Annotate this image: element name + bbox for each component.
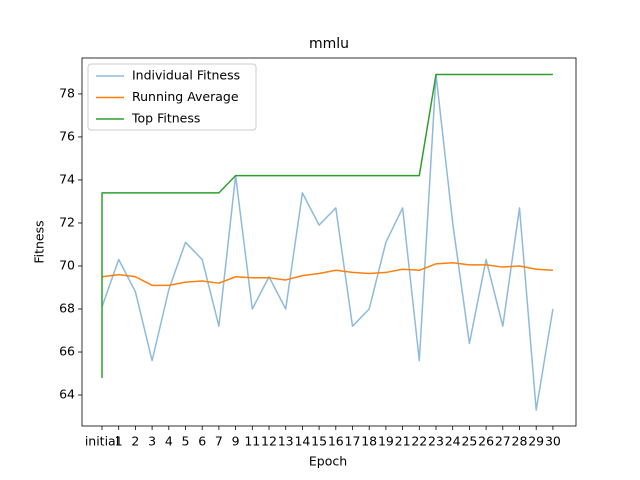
x-tick-label: 3 xyxy=(148,434,156,449)
plot-frame xyxy=(81,57,577,427)
legend-label: Individual Fitness xyxy=(132,68,240,83)
series-line xyxy=(101,73,553,378)
x-tick-label: 15 xyxy=(311,434,327,449)
x-tick-label: 23 xyxy=(428,434,444,449)
x-tick-label: 11 xyxy=(244,434,260,449)
x-tick-label: 25 xyxy=(461,434,477,449)
x-tick-label: 19 xyxy=(378,434,394,449)
y-tick-label: 72 xyxy=(59,214,75,229)
x-axis-label: Epoch xyxy=(309,454,347,469)
x-tick-label: 29 xyxy=(528,434,544,449)
x-tick-label: initial xyxy=(85,434,119,449)
y-tick-label: 64 xyxy=(59,387,75,402)
x-tick-label: 18 xyxy=(361,434,377,449)
series-line xyxy=(101,262,553,287)
chart-title: mmlu xyxy=(309,36,349,52)
legend-label: Top Fitness xyxy=(131,111,200,126)
x-tick-label: 16 xyxy=(328,434,344,449)
x-tick-label: 26 xyxy=(478,434,494,449)
x-tick-label: 9 xyxy=(232,434,240,449)
x-tick-label: 22 xyxy=(411,434,427,449)
y-tick-label: 70 xyxy=(59,257,75,272)
x-tick-label: 28 xyxy=(512,434,528,449)
y-tick-label: 66 xyxy=(59,344,75,359)
x-tick-label: 12 xyxy=(261,434,277,449)
x-tick-label: 2 xyxy=(131,434,139,449)
y-axis-label: Fitness xyxy=(32,220,47,263)
y-tick-label: 78 xyxy=(59,85,75,100)
x-tick-label: 14 xyxy=(294,434,310,449)
x-tick-label: 4 xyxy=(165,434,173,449)
x-tick-label: 27 xyxy=(495,434,511,449)
series-line xyxy=(101,73,554,411)
y-tick-label: 76 xyxy=(59,128,75,143)
x-tick-label: 13 xyxy=(278,434,294,449)
x-tick-label: 6 xyxy=(198,434,206,449)
y-tick-label: 68 xyxy=(59,300,75,315)
x-tick-label: 7 xyxy=(215,434,223,449)
x-tick-label: 17 xyxy=(345,434,361,449)
x-tick-label: 24 xyxy=(445,434,461,449)
legend-label: Running Average xyxy=(132,89,239,104)
legend-box xyxy=(87,63,257,131)
x-tick-label: 30 xyxy=(545,434,561,449)
x-tick-label: 21 xyxy=(395,434,411,449)
y-tick-label: 74 xyxy=(59,171,75,186)
x-tick-label: 5 xyxy=(182,434,190,449)
x-tick-label: 1 xyxy=(115,434,123,449)
